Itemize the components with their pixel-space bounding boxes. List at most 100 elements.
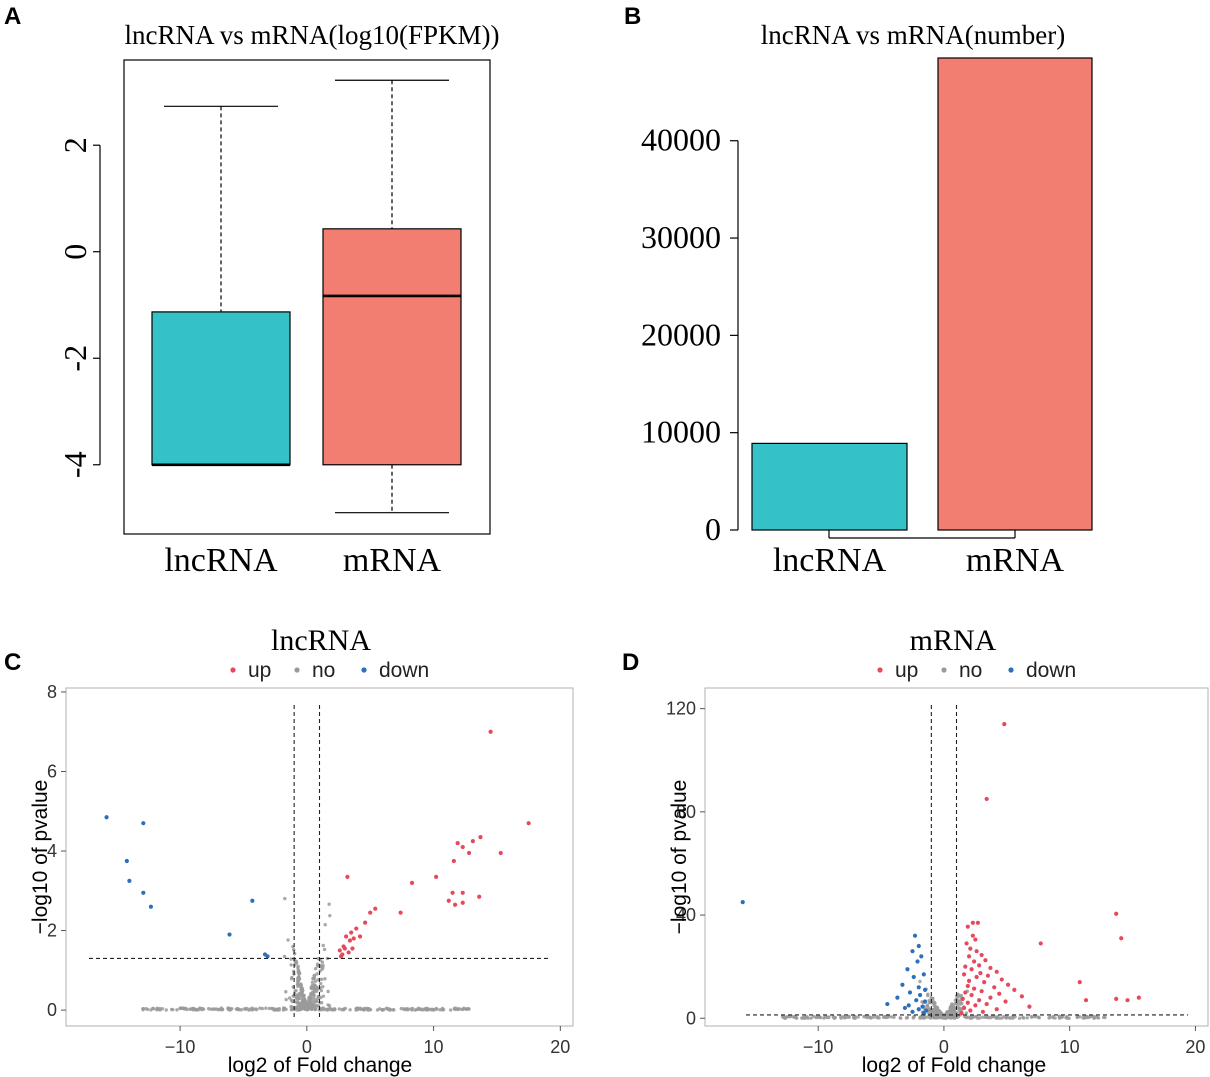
- point-no: [296, 976, 300, 981]
- point-no: [175, 1008, 179, 1012]
- bar-mRNA: [937, 57, 1093, 531]
- point-up: [982, 980, 987, 985]
- point-up: [1038, 941, 1043, 946]
- volcano-mrna-ylabel: −log10 of pvalue: [668, 780, 691, 935]
- point-no: [247, 1008, 251, 1012]
- point-no: [194, 1007, 198, 1012]
- volcano-y-tick-label: 0: [686, 1008, 696, 1028]
- point-up: [345, 874, 350, 879]
- point-no: [919, 1016, 924, 1020]
- point-up: [460, 844, 465, 850]
- legend-no-marker: [294, 667, 300, 673]
- point-no: [239, 1008, 244, 1012]
- point-no: [321, 1006, 325, 1010]
- point-no: [310, 980, 315, 985]
- point-no: [380, 1008, 385, 1012]
- point-no: [876, 1015, 880, 1020]
- point-no: [321, 963, 325, 968]
- barchart-title: lncRNA vs mRNA(number): [761, 20, 1065, 50]
- point-no: [296, 966, 300, 970]
- barchart-y-tick-label: 0: [705, 511, 721, 547]
- point-no: [1081, 1016, 1085, 1020]
- point-up: [1114, 911, 1119, 916]
- point-no: [337, 1007, 341, 1011]
- point-no: [312, 993, 316, 997]
- point-up: [977, 963, 982, 968]
- point-up: [1003, 999, 1008, 1004]
- point-up: [1027, 1004, 1032, 1009]
- point-up: [351, 936, 356, 941]
- point-up: [978, 971, 983, 976]
- point-up: [460, 890, 465, 895]
- volcano-x-tick-label: 0: [302, 1037, 312, 1057]
- point-up: [346, 950, 351, 955]
- point-no: [953, 1007, 957, 1011]
- point-no: [981, 1015, 985, 1019]
- point-no: [290, 975, 294, 980]
- point-up: [1077, 980, 1082, 985]
- point-down: [148, 904, 154, 909]
- point-no: [293, 960, 298, 964]
- point-no: [847, 1014, 851, 1019]
- point-no: [348, 1008, 352, 1012]
- point-no: [927, 998, 931, 1003]
- point-up: [968, 1008, 973, 1013]
- point-no: [308, 993, 313, 998]
- point-no: [964, 1015, 968, 1019]
- boxplot-x-labels: lncRNA mRNA: [164, 542, 441, 579]
- point-up: [999, 977, 1004, 982]
- boxplot-y-axis: -4 -2 0 2: [57, 137, 101, 478]
- panel-c-volcano-lncrna: lncRNA up no down −10 0 10 20 0 2 4 6 8 log2 of Fo…: [29, 624, 574, 1077]
- point-down: [916, 943, 921, 949]
- point-no: [413, 1008, 417, 1012]
- point-no: [945, 1015, 950, 1019]
- point-no: [957, 1005, 961, 1010]
- point-no: [234, 1007, 239, 1011]
- point-no: [936, 1015, 940, 1019]
- point-no: [178, 1006, 182, 1010]
- point-no: [316, 978, 320, 982]
- volcano-y-tick-label: 40: [676, 905, 696, 925]
- point-no: [945, 1011, 949, 1015]
- point-no: [319, 981, 323, 986]
- boxplot-y-tick-label: -2: [57, 345, 93, 372]
- point-no: [315, 987, 319, 992]
- point-no: [931, 1001, 935, 1005]
- point-no: [164, 1008, 168, 1012]
- point-no: [814, 1015, 818, 1020]
- point-no: [956, 993, 961, 997]
- point-up: [363, 920, 368, 925]
- panel-label-d: D: [622, 649, 639, 676]
- point-no: [417, 1007, 421, 1012]
- point-no: [220, 1007, 225, 1012]
- point-no: [200, 1006, 204, 1011]
- point-no: [250, 1006, 255, 1010]
- point-no: [264, 1006, 268, 1010]
- legend-up-marker: [230, 667, 236, 673]
- point-no: [312, 973, 316, 978]
- panel-d-volcano-mrna: mRNA up no down −10 0 10 20 0 40 80 120 log2 of F…: [666, 624, 1209, 1077]
- point-no: [311, 1000, 316, 1005]
- point-up: [455, 840, 460, 846]
- volcano-y-tick-label: 8: [47, 682, 57, 702]
- point-no: [367, 1007, 371, 1011]
- point-no: [190, 1006, 195, 1011]
- point-down: [907, 990, 913, 995]
- volcano-y-tick-label: 120: [666, 699, 696, 719]
- point-no: [391, 1008, 395, 1012]
- point-no: [313, 1007, 317, 1011]
- point-no: [793, 1014, 797, 1019]
- boxplot-boxes: [151, 79, 462, 514]
- point-no: [377, 1007, 382, 1011]
- point-no: [326, 1003, 330, 1007]
- point-up: [488, 729, 493, 734]
- point-no: [326, 989, 330, 994]
- point-down: [895, 995, 900, 1000]
- point-no: [315, 972, 319, 976]
- point-no: [851, 1015, 856, 1020]
- point-up: [979, 952, 984, 958]
- point-no: [1025, 1016, 1029, 1020]
- volcano-lncrna-legend: up no down: [230, 659, 429, 682]
- point-up: [966, 978, 972, 983]
- point-up: [973, 937, 978, 942]
